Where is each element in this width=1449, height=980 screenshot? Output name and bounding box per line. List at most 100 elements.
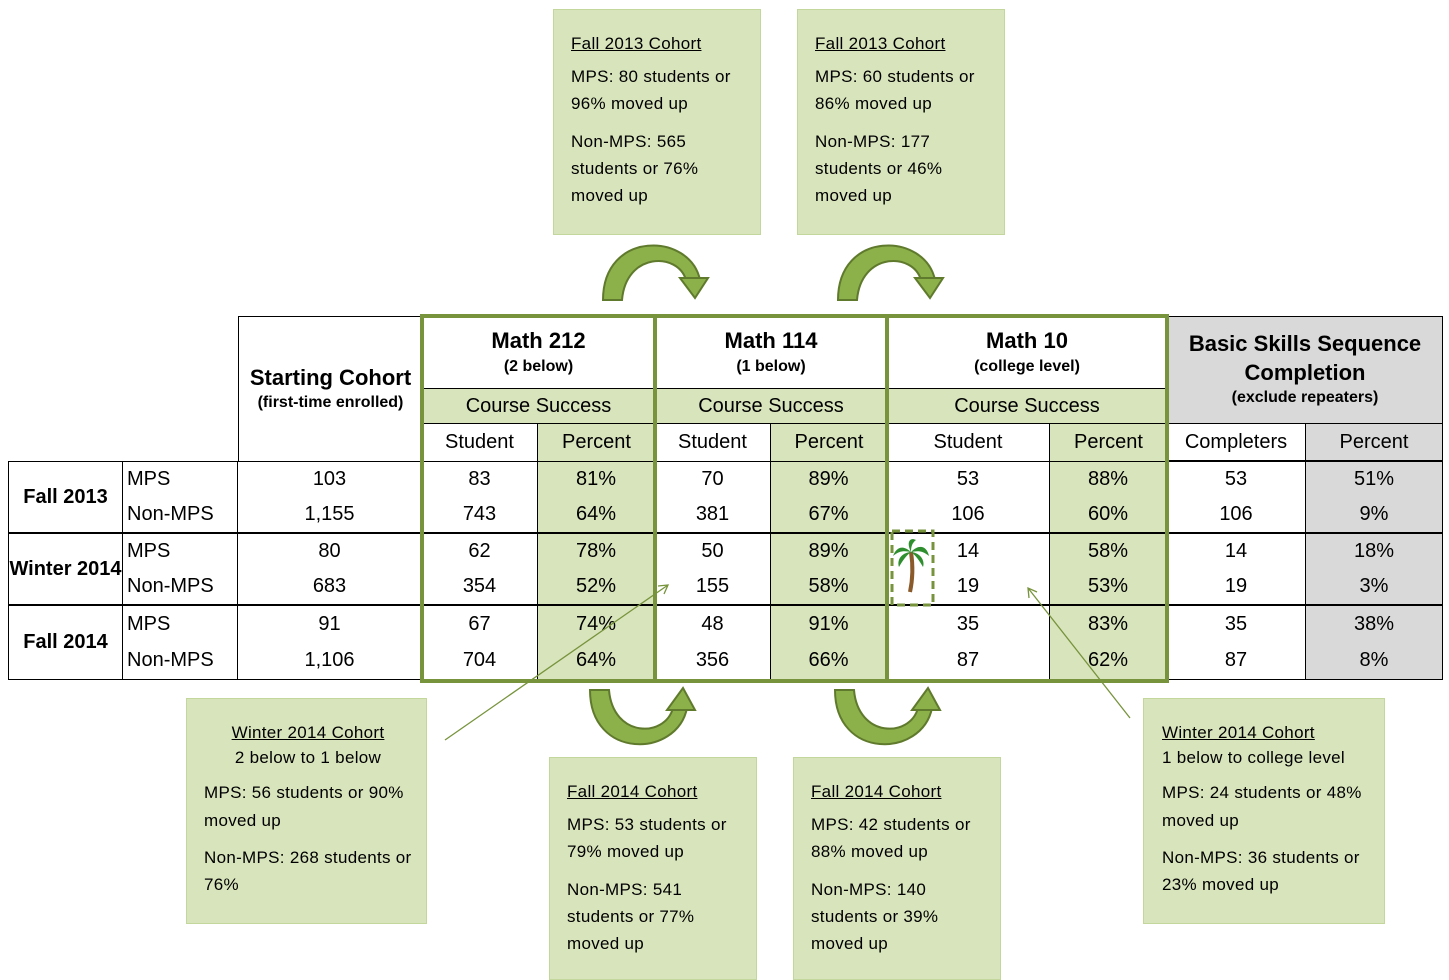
data-value: 80 [318, 540, 341, 562]
data-value: 19 [1224, 575, 1248, 597]
data-cell: 18% [1306, 533, 1443, 569]
header-title: Starting Cohort [249, 364, 412, 390]
data-cell: 91 [238, 605, 422, 642]
data-value: 81% [575, 468, 617, 490]
data-value: 106 [951, 503, 985, 525]
group-cell: Non-MPS [123, 642, 238, 680]
data-value: 89% [808, 468, 849, 490]
column-header: Percent [538, 424, 655, 461]
course-header: Math 114 (1 below) [655, 316, 887, 388]
data-value: 18% [1353, 540, 1395, 562]
callout-text: MPS: 80 students or 96% moved up [571, 67, 731, 114]
data-cell: 58% [771, 569, 887, 605]
data-value: 64% [575, 649, 617, 671]
data-cell: 683 [238, 569, 422, 605]
callout-title: Fall 2013 Cohort [571, 34, 702, 53]
term-label: Fall 2013 [23, 485, 108, 508]
callout-text: MPS: 24 students or 48% moved up [1162, 783, 1362, 830]
data-value: 38% [1353, 612, 1395, 635]
data-value: 9% [1359, 503, 1389, 525]
column-header: Student [422, 424, 538, 461]
data-cell: 58% [1050, 533, 1167, 569]
data-cell: 66% [771, 642, 887, 680]
completion-title: Basic Skills Sequence Completion [1188, 331, 1422, 385]
data-cell: 88% [1050, 461, 1167, 497]
column-header: Percent [1050, 424, 1167, 461]
group-label: MPS [127, 468, 171, 490]
callout-text: MPS: 56 students or 90% moved up [204, 783, 404, 830]
data-value: 683 [312, 575, 347, 597]
data-cell: 1,155 [238, 497, 422, 533]
data-cell: 14 [887, 533, 1050, 569]
data-cell: 70 [655, 461, 771, 497]
data-value: 381 [695, 503, 730, 525]
header-subtitle: (first-time enrolled) [257, 394, 404, 412]
course-subtitle: (1 below) [736, 357, 806, 375]
data-cell: 14 [1167, 533, 1306, 569]
callout-text: MPS: 60 students or 86% moved up [815, 67, 975, 114]
callout-text: Non-MPS: 268 students or 76% [204, 847, 412, 894]
data-cell: 743 [422, 497, 538, 533]
data-value: 67 [468, 612, 491, 635]
arrow-head [913, 277, 945, 300]
band-label: Course Success [954, 394, 1100, 417]
column-header: Percent [771, 424, 887, 461]
data-value: 67% [808, 503, 849, 525]
column-label: Student [678, 431, 747, 453]
data-value: 14 [1224, 540, 1248, 562]
data-value: 53% [1087, 575, 1129, 597]
data-cell: 67% [771, 497, 887, 533]
arrow-head [665, 686, 697, 711]
arrow [833, 689, 934, 746]
data-cell: 106 [1167, 497, 1306, 533]
data-value: 1,155 [304, 503, 355, 525]
data-value: 106 [1219, 503, 1253, 525]
data-cell: 35 [1167, 605, 1306, 642]
data-cell: 19 [1167, 569, 1306, 605]
course-header: Math 10 (college level) [887, 316, 1167, 388]
column-label: Percent [562, 431, 631, 453]
data-value: 35 [956, 612, 980, 635]
callout-subtitle: 2 below to 1 below [234, 748, 382, 768]
data-cell: 87 [1167, 642, 1306, 680]
group-label: Non-MPS [127, 649, 214, 671]
data-value: 743 [462, 503, 497, 525]
data-cell: 52% [538, 569, 655, 605]
column-label: Percent [794, 431, 864, 453]
callout-title: Fall 2013 Cohort [815, 34, 946, 53]
callout: Fall 2014 Cohort MPS: 53 students or 79% … [549, 757, 757, 980]
callout-title: Fall 2014 Cohort [567, 782, 698, 801]
band-label: Course Success [465, 394, 612, 417]
callout-text: Non-MPS: 36 students or 23% moved up [1162, 847, 1360, 894]
data-value: 51% [1353, 468, 1395, 490]
arrow-head [678, 277, 710, 300]
data-cell: 704 [422, 642, 538, 680]
data-cell: 83 [422, 461, 538, 497]
course-title: Math 10 [986, 328, 1068, 353]
data-cell: 62% [1050, 642, 1167, 680]
data-cell: 51% [1306, 461, 1443, 497]
data-cell: 35 [887, 605, 1050, 642]
data-value: 35 [1224, 612, 1248, 635]
term-cell: Fall 2014 [8, 605, 123, 680]
data-value: 48 [701, 612, 724, 635]
data-cell: 83% [1050, 605, 1167, 642]
group-cell: Non-MPS [123, 569, 238, 605]
data-cell: 53 [1167, 461, 1306, 497]
arrow [601, 244, 702, 301]
data-cell: 381 [655, 497, 771, 533]
term-label: Winter 2014 [9, 557, 122, 580]
data-cell: 74% [538, 605, 655, 642]
data-cell: 53% [1050, 569, 1167, 605]
term-cell: Fall 2013 [8, 461, 123, 533]
data-value: 53 [1224, 468, 1248, 490]
completion-subtitle: (exclude repeaters) [1231, 389, 1379, 407]
course-subtitle: (college level) [974, 357, 1080, 375]
group-label: Non-MPS [127, 575, 214, 597]
data-value: 103 [312, 468, 347, 490]
callout: Winter 2014 Cohort 2 below to 1 below MPS:… [186, 698, 427, 924]
data-value: 58% [808, 575, 849, 597]
completion-header: Basic Skills Sequence Completion (exclude… [1167, 316, 1443, 424]
data-value: 91% [808, 612, 849, 635]
data-value: 14 [956, 540, 980, 562]
